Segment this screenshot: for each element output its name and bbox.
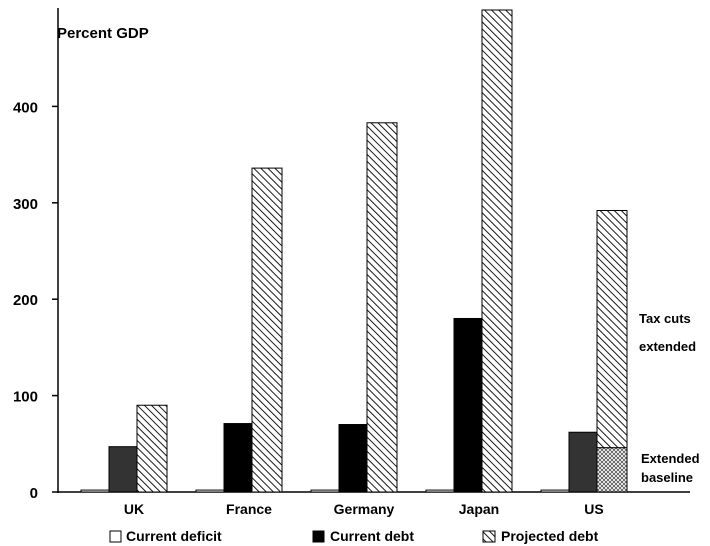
y-axis-label: Percent GDP	[57, 25, 149, 42]
bar-current-deficit	[195, 489, 227, 493]
x-category-label: US	[584, 501, 603, 517]
y-tick-label: 300	[13, 196, 38, 213]
legend-label-current-debt: Current debt	[330, 528, 414, 544]
bar-projected-debt	[251, 167, 283, 493]
legend-item-current-debt: Current debt	[312, 528, 414, 544]
bar-current-debt	[223, 423, 255, 493]
legend-item-projected-debt: Projected debt	[482, 528, 599, 544]
bar-us-extended-baseline	[596, 447, 628, 493]
y-tick-label: 0	[30, 485, 38, 502]
x-categories: UK France Germany Japan US	[124, 501, 604, 517]
bar-current-deficit	[80, 489, 112, 493]
x-category-label: Japan	[459, 501, 499, 517]
annotation-extended: extended	[639, 339, 696, 354]
bar-projected-debt	[481, 9, 513, 493]
y-tick-label: 400	[13, 99, 38, 116]
bar-current-deficit	[540, 489, 572, 493]
legend-swatch-projected-debt	[482, 530, 496, 543]
legend-label-current-deficit: Current deficit	[126, 528, 222, 544]
legend-swatch-current-debt	[312, 530, 325, 543]
bars	[80, 9, 628, 493]
y-tick-label: 100	[13, 389, 38, 406]
x-category-label: UK	[124, 501, 144, 517]
bar-projected-debt	[136, 404, 168, 493]
bar-projected-debt	[366, 122, 398, 493]
x-category-label: France	[226, 501, 272, 517]
legend-label-projected-debt: Projected debt	[501, 528, 599, 544]
bar-current-debt	[453, 317, 485, 493]
bar-current-debt	[108, 446, 140, 493]
annotation-tax-cuts: Tax cuts	[639, 311, 691, 326]
annotation-baseline: baseline	[641, 470, 693, 485]
bar-current-debt	[568, 431, 600, 493]
legend-swatch-current-deficit	[109, 530, 122, 543]
annotation-extended-2: Extended	[641, 451, 700, 466]
bar-current-deficit	[310, 489, 342, 493]
y-ticks: 0 100 200 300 400	[13, 99, 58, 502]
bar-us-tax-cuts-extended	[596, 210, 628, 449]
bar-current-debt	[338, 424, 370, 493]
legend-item-current-deficit: Current deficit	[109, 528, 222, 544]
y-tick-label: 200	[13, 292, 38, 309]
x-category-label: Germany	[334, 501, 395, 517]
annotations: Tax cuts extended Extended baseline	[639, 311, 700, 485]
legend: Current deficit Current debt Projected d…	[109, 528, 599, 544]
bar-current-deficit	[425, 489, 457, 493]
